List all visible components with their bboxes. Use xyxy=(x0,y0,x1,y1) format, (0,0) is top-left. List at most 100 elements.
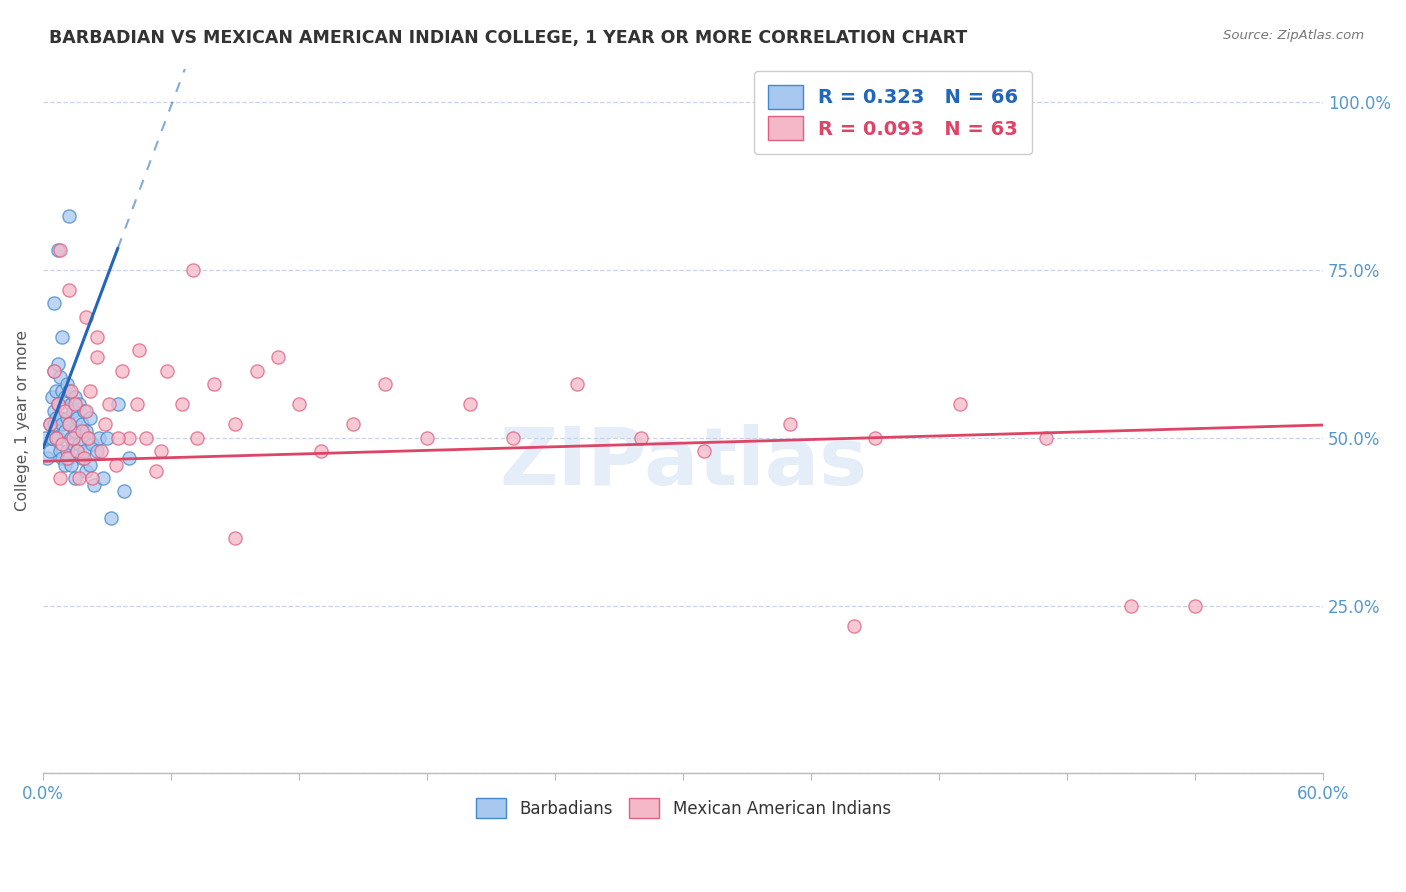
Point xyxy=(34,431,56,445)
Point xyxy=(75,404,97,418)
Point xyxy=(49,370,72,384)
Point xyxy=(112,484,135,499)
Point xyxy=(53,391,76,405)
Point xyxy=(145,464,167,478)
Point xyxy=(86,444,108,458)
Point xyxy=(51,330,73,344)
Point xyxy=(186,431,208,445)
Point xyxy=(69,471,91,485)
Point xyxy=(38,417,60,432)
Point xyxy=(86,350,108,364)
Point xyxy=(111,363,134,377)
Point xyxy=(58,417,80,432)
Point xyxy=(59,397,82,411)
Point xyxy=(42,404,65,418)
Point xyxy=(63,471,86,485)
Point xyxy=(135,431,157,445)
Point xyxy=(125,397,148,411)
Point xyxy=(62,431,84,445)
Point xyxy=(42,296,65,310)
Point xyxy=(170,397,193,411)
Point xyxy=(38,444,60,458)
Point xyxy=(82,471,104,485)
Point xyxy=(58,384,80,398)
Point xyxy=(73,404,96,418)
Text: BARBADIAN VS MEXICAN AMERICAN INDIAN COLLEGE, 1 YEAR OR MORE CORRELATION CHART: BARBADIAN VS MEXICAN AMERICAN INDIAN COL… xyxy=(49,29,967,46)
Point xyxy=(77,431,100,445)
Point xyxy=(128,343,150,358)
Point xyxy=(58,417,80,432)
Point xyxy=(69,397,91,411)
Point xyxy=(90,444,112,458)
Point xyxy=(79,384,101,398)
Point xyxy=(458,397,481,411)
Point xyxy=(842,618,865,632)
Text: ZIPatlas: ZIPatlas xyxy=(499,425,868,502)
Point xyxy=(51,384,73,398)
Point xyxy=(69,437,91,451)
Point xyxy=(66,410,89,425)
Point xyxy=(66,444,89,458)
Point xyxy=(342,417,364,432)
Point xyxy=(267,350,290,364)
Point xyxy=(107,431,129,445)
Point xyxy=(288,397,311,411)
Point xyxy=(59,431,82,445)
Point xyxy=(70,417,93,432)
Point xyxy=(104,458,127,472)
Point xyxy=(373,377,395,392)
Point xyxy=(75,464,97,478)
Point xyxy=(55,450,77,465)
Legend: Barbadians, Mexican American Indians: Barbadians, Mexican American Indians xyxy=(470,791,897,825)
Point xyxy=(96,431,118,445)
Point xyxy=(55,377,77,392)
Point xyxy=(75,310,97,324)
Point xyxy=(79,458,101,472)
Point xyxy=(63,397,86,411)
Point xyxy=(46,397,69,411)
Point xyxy=(51,450,73,465)
Point xyxy=(91,471,114,485)
Point xyxy=(107,397,129,411)
Point xyxy=(46,397,69,411)
Point xyxy=(41,431,63,445)
Point xyxy=(45,384,67,398)
Point xyxy=(62,437,84,451)
Point xyxy=(51,437,73,451)
Point xyxy=(45,431,67,445)
Point xyxy=(309,444,332,458)
Point xyxy=(49,471,72,485)
Point xyxy=(75,424,97,438)
Point xyxy=(46,357,69,371)
Point xyxy=(42,417,65,432)
Y-axis label: College, 1 year or more: College, 1 year or more xyxy=(15,330,30,511)
Point xyxy=(245,363,267,377)
Point xyxy=(181,263,204,277)
Point xyxy=(66,444,89,458)
Point xyxy=(82,437,104,451)
Point xyxy=(156,363,179,377)
Point xyxy=(63,424,86,438)
Point xyxy=(45,431,67,445)
Point xyxy=(38,417,60,432)
Point xyxy=(149,444,172,458)
Point xyxy=(63,391,86,405)
Point xyxy=(51,417,73,432)
Point xyxy=(949,397,972,411)
Point xyxy=(49,243,72,257)
Point xyxy=(630,431,652,445)
Point xyxy=(1121,599,1143,613)
Point xyxy=(863,431,886,445)
Point xyxy=(98,397,121,411)
Point xyxy=(45,410,67,425)
Point xyxy=(46,243,69,257)
Point xyxy=(779,417,801,432)
Point xyxy=(59,458,82,472)
Point xyxy=(55,444,77,458)
Point xyxy=(42,363,65,377)
Point xyxy=(73,450,96,465)
Point xyxy=(37,450,59,465)
Point xyxy=(49,444,72,458)
Point xyxy=(779,115,801,129)
Point xyxy=(49,410,72,425)
